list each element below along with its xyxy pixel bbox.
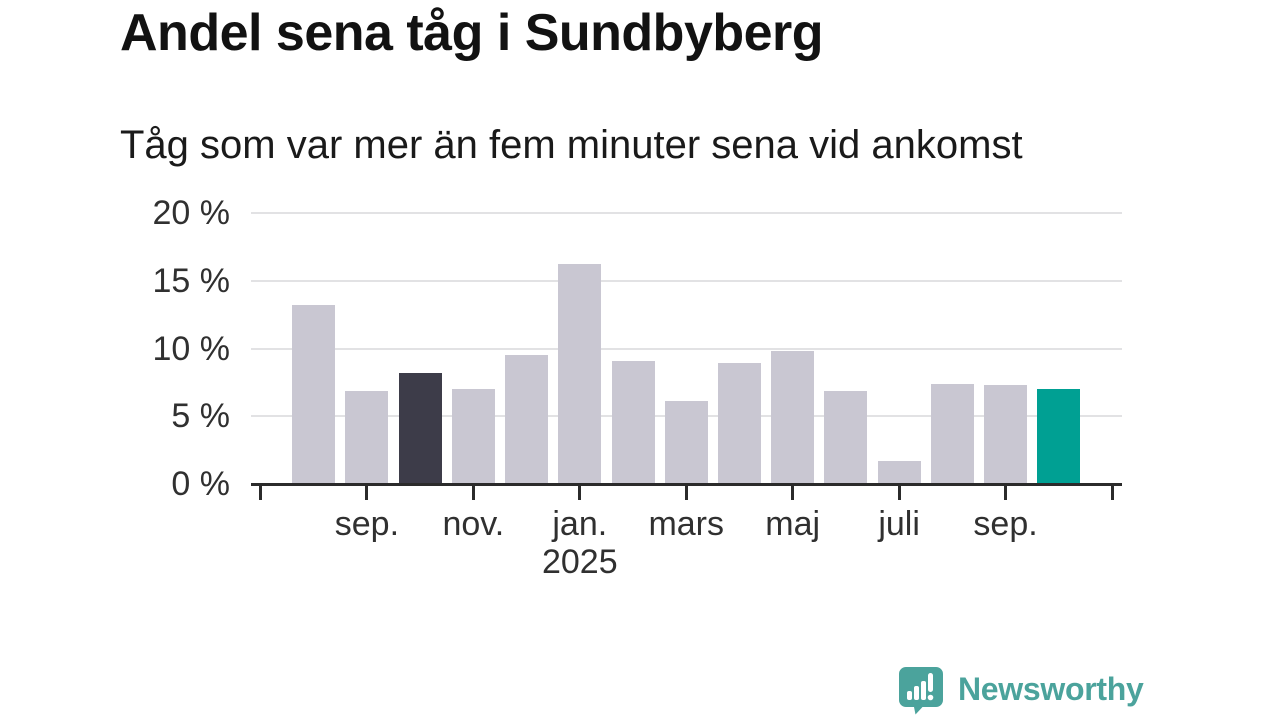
- x-axis-label: maj: [765, 505, 821, 543]
- x-axis-label: mars: [648, 505, 725, 543]
- x-tick: [578, 486, 582, 500]
- y-axis-label: 20 %: [152, 194, 231, 232]
- y-axis-label: 5 %: [171, 397, 230, 436]
- bar: [558, 264, 602, 484]
- y-axis-label: 0 %: [171, 465, 230, 503]
- bar: [984, 385, 1028, 484]
- x-tick: [1004, 486, 1008, 500]
- x-axis-line: [251, 483, 1122, 486]
- newsworthy-logo-icon: [898, 666, 944, 720]
- chart-title: Andel sena tåg i Sundbyberg: [120, 4, 824, 62]
- gridline: [251, 279, 1122, 282]
- x-axis-year-label: 2025: [541, 543, 618, 581]
- x-axis-label: sep.: [973, 505, 1038, 543]
- bar: [930, 383, 974, 484]
- x-tick: [791, 486, 795, 500]
- x-tick: [1110, 486, 1114, 500]
- y-axis-label: 15 %: [152, 261, 231, 300]
- bar: [505, 355, 549, 484]
- chart-subtitle: Tåg som var mer än fem minuter sena vid …: [120, 123, 1023, 167]
- bar: [611, 360, 655, 484]
- x-axis-label: nov.: [442, 505, 505, 543]
- bar: [292, 305, 336, 484]
- x-axis-label: jan.: [552, 505, 608, 543]
- bar: [451, 389, 495, 484]
- bar: [345, 390, 389, 484]
- bar: [398, 372, 442, 484]
- newsworthy-logo: Newsworthy: [898, 666, 1144, 720]
- x-axis-label: juli: [878, 505, 920, 543]
- x-tick: [258, 486, 262, 500]
- x-axis-label: sep.: [334, 505, 400, 543]
- bar: [877, 460, 921, 484]
- x-tick: [365, 486, 369, 500]
- x-tick: [897, 486, 901, 500]
- bar: [824, 390, 868, 484]
- gridline: [251, 212, 1122, 214]
- bar: [771, 351, 815, 484]
- y-axis-label: 10 %: [152, 329, 231, 368]
- gridline: [251, 347, 1122, 350]
- x-tick: [471, 486, 475, 500]
- newsworthy-brand-text: Newsworthy: [958, 671, 1144, 707]
- x-tick: [684, 486, 688, 500]
- bar: [1037, 389, 1081, 484]
- bar: [717, 363, 761, 484]
- bar: [664, 401, 708, 484]
